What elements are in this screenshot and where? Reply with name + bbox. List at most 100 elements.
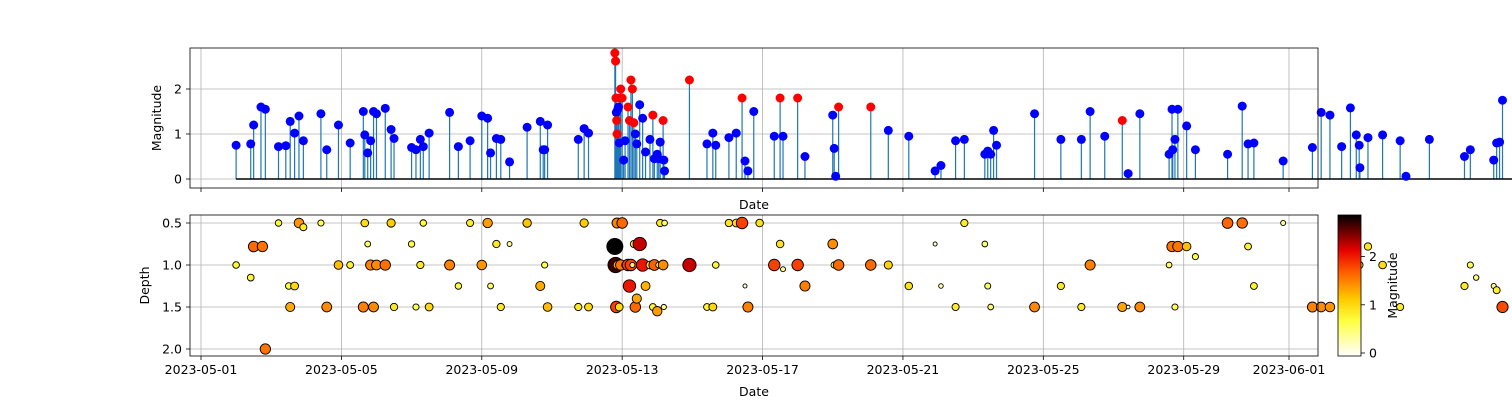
bottom-axes-frame	[189, 214, 1319, 357]
stem-marker	[540, 145, 550, 155]
stem-marker	[658, 116, 668, 125]
stem-marker	[1076, 134, 1086, 144]
stem-marker	[1056, 134, 1066, 144]
stem-marker	[424, 128, 434, 138]
scatter-marker	[333, 260, 344, 270]
scatter-marker	[379, 259, 391, 271]
stem-marker	[1495, 137, 1505, 147]
bottom-x-tick-label: 2023-05-01	[165, 362, 238, 377]
stem-marker	[274, 142, 284, 152]
stem-marker	[740, 156, 750, 166]
stem-marker	[612, 129, 622, 139]
scatter-marker	[506, 241, 513, 247]
scatter-marker	[660, 303, 667, 311]
colorbar-tick-label: 1	[1369, 297, 1377, 312]
scatter-marker	[1496, 300, 1509, 314]
stem-marker	[612, 116, 622, 125]
scatter-marker	[1117, 301, 1128, 313]
scatter-marker	[1172, 240, 1184, 253]
stem-marker	[386, 125, 396, 134]
scatter-marker	[364, 240, 372, 248]
scatter-marker	[541, 261, 549, 269]
bottom-ticks: 2023-05-01 2023-05-05 2023-05-09 2023-05-13…	[162, 216, 1325, 378]
scatter-marker	[412, 303, 420, 311]
stem-marker	[1173, 104, 1183, 114]
scatter-marker	[987, 303, 994, 311]
stem-marker	[904, 131, 914, 141]
colorbar-tick-label: 0	[1369, 346, 1377, 361]
scatter-marker	[735, 216, 749, 230]
stem-marker	[1355, 163, 1365, 173]
stem-marker	[635, 100, 645, 110]
scatter-marker	[444, 259, 456, 271]
stem-marker	[769, 131, 779, 141]
scatter-marker	[932, 241, 938, 247]
scatter-marker	[711, 261, 720, 269]
colorbar-tick-label: 2	[1369, 249, 1377, 264]
stem-marker	[959, 134, 969, 144]
stem-marker	[659, 155, 669, 165]
stem-marker	[465, 136, 475, 146]
scatter-marker	[951, 302, 960, 312]
scatter-marker	[466, 218, 475, 228]
scatter-marker	[285, 302, 296, 312]
stem-marker	[1223, 149, 1233, 159]
stem-marker	[1325, 110, 1335, 120]
scatter-marker	[938, 283, 944, 289]
stem-lines	[235, 53, 1512, 180]
stem-marker	[883, 125, 893, 135]
scatter-marker	[389, 302, 399, 312]
stem-marker	[246, 139, 256, 149]
stem-marker	[778, 131, 788, 141]
scatter-marker	[640, 281, 651, 291]
scatter-marker	[416, 260, 425, 270]
bottom-x-tick-label: 2023-05-09	[445, 362, 518, 377]
stem-marker	[989, 125, 999, 135]
scatter-marker	[652, 306, 663, 317]
stem-marker	[702, 139, 712, 149]
stem-marker	[1351, 130, 1361, 140]
stem-marker	[1424, 134, 1434, 144]
stem-marker	[1249, 138, 1259, 148]
stem-marker	[1030, 109, 1040, 119]
stem-marker	[345, 138, 355, 148]
stem-marker	[684, 75, 694, 85]
top-y-tick-label: 2	[174, 82, 182, 97]
stem-marker	[1489, 155, 1499, 165]
stem-marker	[298, 136, 308, 146]
scatter-marker	[424, 302, 434, 312]
stem-marker	[496, 134, 506, 144]
scatter-marker	[274, 219, 283, 227]
stem-marker	[630, 129, 640, 139]
scatter-marker	[827, 238, 839, 250]
scatter-marker	[1324, 301, 1336, 313]
scatter-marker	[1236, 217, 1248, 229]
bottom-y-tick-label: 1.5	[162, 300, 182, 315]
scatter-marker	[1181, 241, 1192, 252]
scatter-marker	[960, 218, 969, 228]
stem-marker	[285, 116, 295, 126]
stem-marker	[363, 148, 373, 158]
scatter-marker	[622, 279, 637, 293]
stem-marker	[505, 157, 515, 167]
scatter-marker	[357, 301, 369, 313]
scatter-marker	[775, 239, 785, 249]
scatter-marker	[883, 260, 893, 270]
stem-marker	[641, 147, 651, 157]
bottom-y-tick-label: 0.5	[162, 216, 182, 231]
scatter-marker	[1125, 304, 1131, 310]
scatter-marker	[780, 266, 786, 273]
scatter-marker	[742, 283, 748, 289]
scatter-marker	[742, 301, 754, 313]
stem-marker	[1459, 152, 1469, 161]
scatter-marker	[708, 302, 718, 312]
stem-marker	[648, 110, 658, 120]
scatter-marker	[522, 218, 532, 228]
scatter-marker	[629, 261, 636, 269]
bottom-y-tick-label: 1.0	[162, 258, 182, 273]
stem-marker	[249, 120, 259, 130]
stem-marker	[866, 102, 876, 112]
stem-marker	[951, 136, 961, 146]
stem-marker	[828, 110, 838, 120]
